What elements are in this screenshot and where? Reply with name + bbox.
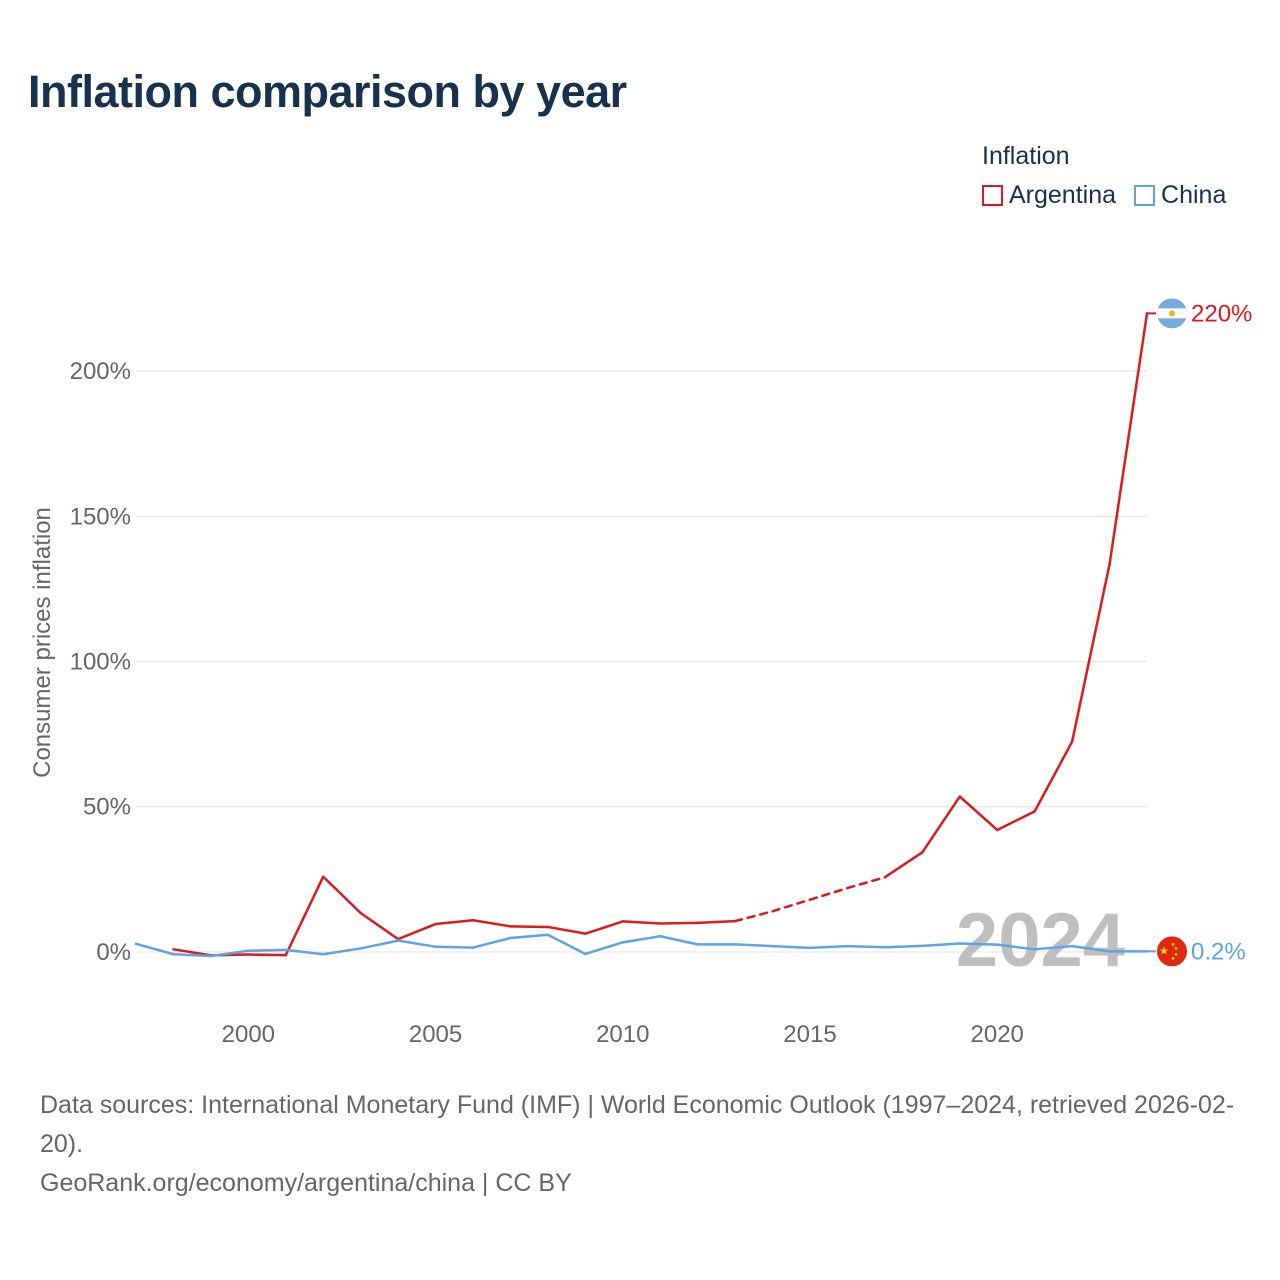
series-segment-argentina-2013 xyxy=(733,910,774,923)
legend-label-argentina: Argentina xyxy=(1009,181,1117,209)
series-segment-argentina-2007 xyxy=(509,925,550,929)
series-segment-argentina-2003 xyxy=(359,911,400,941)
y-tick-label-0: 0% xyxy=(96,939,131,966)
china-flag-icon: ★ xyxy=(1157,936,1187,967)
series-segment-china-2021 xyxy=(1033,944,1074,951)
series-segment-china-2010 xyxy=(621,934,662,944)
chart-title: Inflation comparison by year xyxy=(28,66,627,117)
line-chart: 0% 50% 100% 150% 200% 2000 2005 2010 2015 2020 Con… xyxy=(29,298,1252,1048)
y-tick-label-200: 200% xyxy=(70,358,131,385)
end-label-china: 0.2% xyxy=(1191,938,1246,965)
series-segment-argentina-2005 xyxy=(434,919,475,926)
x-tick-label-2005: 2005 xyxy=(409,1021,462,1048)
series-segment-argentina-2011 xyxy=(658,921,699,925)
data-sources: Data sources: International Monetary Fun… xyxy=(40,1091,1235,1158)
y-axis-title: Consumer prices inflation xyxy=(29,507,56,778)
series-segment-china-2022 xyxy=(1070,944,1111,953)
series-segment-argentina-2000 xyxy=(247,953,288,957)
series-segment-argentina-2017 xyxy=(883,851,924,879)
series-segment-argentina-2009 xyxy=(584,920,625,935)
end-label-argentina: 220% xyxy=(1191,300,1252,327)
y-tick-label-150: 150% xyxy=(70,503,131,530)
x-tick-label-2020: 2020 xyxy=(971,1021,1024,1048)
series-segment-argentina-2010 xyxy=(621,920,662,925)
series-segment-argentina-2023 xyxy=(1108,312,1149,566)
series-segment-argentina-2001 xyxy=(284,875,325,957)
series-segment-argentina-2014 xyxy=(771,898,812,913)
argentina-flag-icon xyxy=(1157,298,1187,329)
series-segment-china-2007 xyxy=(509,933,550,940)
series-segment-argentina-2004 xyxy=(396,922,437,941)
series-segment-china-2008 xyxy=(546,933,587,956)
series-segment-china-2009 xyxy=(584,941,625,956)
x-tick-label-2000: 2000 xyxy=(222,1021,275,1048)
series-segment-argentina-2008 xyxy=(546,925,587,935)
legend-swatch-china xyxy=(1134,185,1156,206)
series-segment-china-2002 xyxy=(321,947,362,956)
legend-item-argentina[interactable]: Argentina xyxy=(982,181,1116,210)
x-tick-label-2015: 2015 xyxy=(783,1021,836,1048)
legend-title: Inflation xyxy=(982,142,1070,170)
series-segment-china-2018 xyxy=(921,942,962,948)
series-segment-china-2019 xyxy=(958,942,999,946)
series-segment-china-2004 xyxy=(396,939,437,948)
series-segment-china-1997 xyxy=(134,942,175,956)
series-segment-china-2017 xyxy=(883,944,924,949)
credit-line: GeoRank.org/economy/argentina/china | CC… xyxy=(40,1169,572,1197)
series-segment-argentina-2018 xyxy=(921,795,962,854)
series-segment-argentina-2019 xyxy=(958,795,999,832)
series-segment-china-2003 xyxy=(359,939,400,950)
svg-text:★: ★ xyxy=(1159,944,1169,957)
series-segment-argentina-2006 xyxy=(471,919,512,928)
series-segment-argentina-2021 xyxy=(1033,740,1074,813)
series-segment-argentina-2012 xyxy=(696,919,737,925)
footer: Data sources: International Monetary Fun… xyxy=(40,1086,1250,1203)
series-segment-china-2014 xyxy=(771,944,812,950)
series-segment-china-2000 xyxy=(247,948,288,953)
legend-label-china: China xyxy=(1161,181,1227,209)
series-segment-argentina-2022 xyxy=(1070,563,1111,743)
series-segment-china-2015 xyxy=(808,944,849,950)
series-segment-china-2020 xyxy=(995,943,1036,951)
legend-swatch-argentina xyxy=(982,185,1003,206)
current-year-label: 2024 xyxy=(956,898,1125,983)
legend-item-china[interactable]: China xyxy=(1134,181,1226,210)
series-segment-china-2005 xyxy=(434,945,475,949)
series-segment-argentina-2016 xyxy=(846,876,887,890)
x-tick-label-2010: 2010 xyxy=(596,1021,649,1048)
series-segment-argentina-2015 xyxy=(808,886,849,901)
series-segment-argentina-1998 xyxy=(172,948,213,957)
y-tick-label-100: 100% xyxy=(70,649,131,676)
series-segment-china-1998 xyxy=(172,952,213,958)
series-segment-china-1999 xyxy=(209,949,250,958)
series-segment-china-2011 xyxy=(658,934,699,946)
series-segment-china-2013 xyxy=(733,943,774,948)
series-segment-china-2001 xyxy=(284,948,325,956)
series-segment-china-2016 xyxy=(846,944,887,949)
series-segment-argentina-2020 xyxy=(995,810,1036,832)
series-segment-china-2006 xyxy=(471,936,512,949)
legend: Inflation Argentina China xyxy=(982,142,1226,210)
series-segment-argentina-2002 xyxy=(321,875,362,915)
y-tick-label-50: 50% xyxy=(83,794,131,821)
